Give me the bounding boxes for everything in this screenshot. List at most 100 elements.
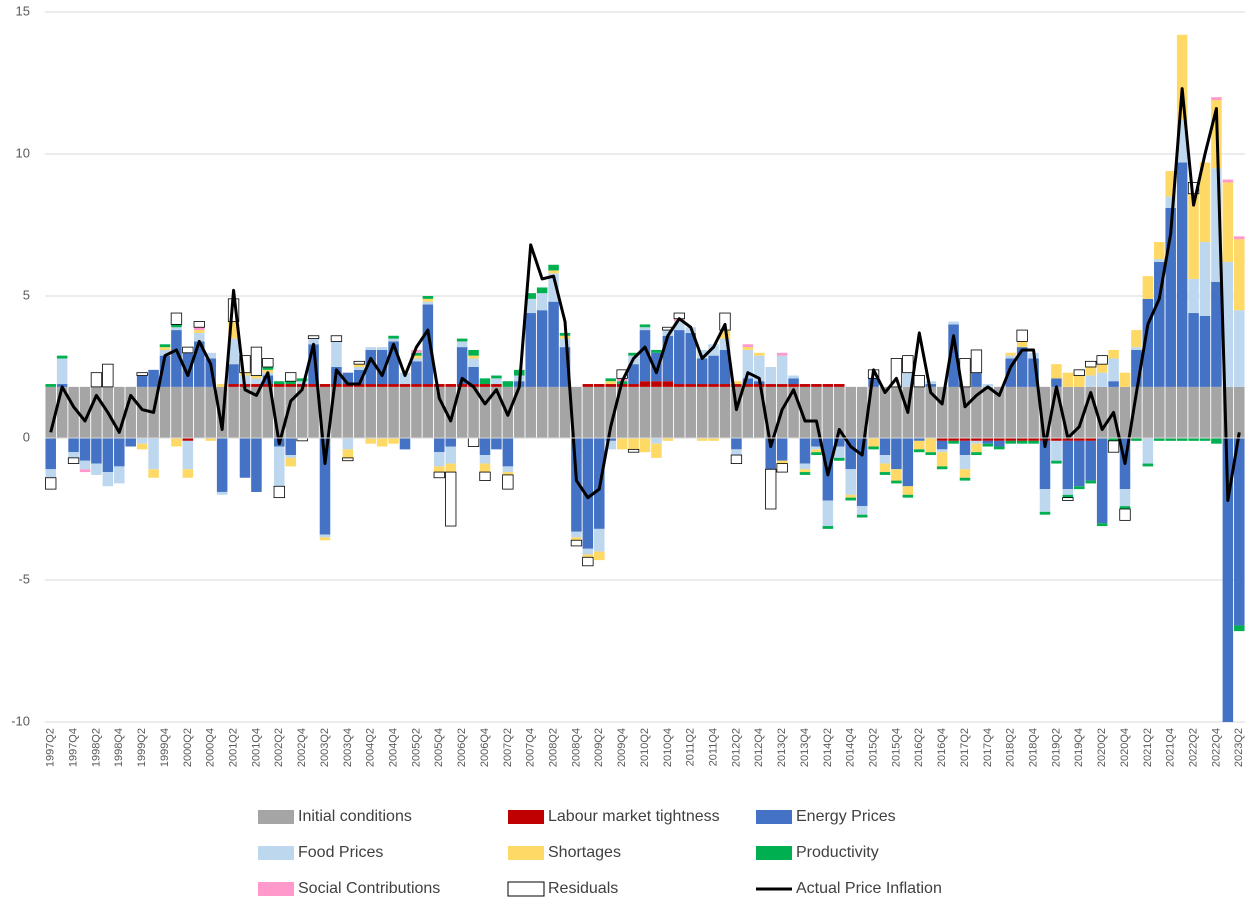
bar-segment	[182, 469, 194, 478]
bar-segment	[1188, 386, 1199, 438]
bar-segment	[422, 386, 434, 438]
x-tick-label: 2003Q2	[319, 728, 331, 767]
bar-segment	[959, 455, 971, 470]
bar-segment	[296, 381, 308, 385]
bar-segment	[399, 386, 411, 438]
bar-segment	[1028, 386, 1039, 438]
legend-item: Food Prices	[258, 844, 383, 861]
bar-segment	[696, 438, 708, 441]
bar-segment	[228, 386, 239, 438]
bar-segment	[1085, 386, 1096, 438]
bar-segment	[102, 438, 114, 473]
bar-segment	[468, 386, 479, 438]
x-tick-label: 2007Q4	[525, 728, 537, 767]
bar-segment	[685, 384, 696, 387]
bar-segment	[274, 386, 285, 438]
legend-item: Actual Price Inflation	[756, 880, 942, 897]
bar-segment	[845, 497, 856, 501]
bar-segment	[1074, 386, 1085, 438]
bar-segment	[171, 438, 182, 447]
legend-item: Residuals	[507, 880, 618, 897]
bar-segment	[251, 438, 262, 492]
bar-segment	[228, 321, 239, 339]
bar-segment	[719, 386, 731, 438]
bar-segment	[914, 440, 925, 450]
bar-segment	[68, 438, 79, 453]
bar-segment	[948, 321, 959, 325]
bar-segment	[1142, 463, 1154, 467]
x-tick-label: 2021Q4	[1165, 728, 1177, 767]
bar-segment	[605, 438, 616, 441]
bar-segment	[148, 438, 159, 470]
bar-segment	[536, 386, 548, 438]
bar-segment	[502, 472, 514, 475]
x-tick-label: 2016Q4	[936, 728, 948, 767]
bar-segment	[1028, 438, 1039, 441]
bar-segment	[331, 386, 342, 438]
bar-segment	[582, 548, 594, 555]
bar-segment	[228, 384, 239, 387]
x-tick-label: 2015Q4	[890, 728, 902, 767]
bar-segment	[159, 386, 171, 438]
bar-segment	[1154, 242, 1165, 260]
bar-segment	[91, 438, 102, 464]
bar-segment	[1016, 438, 1028, 441]
bar-segment	[1165, 207, 1176, 387]
bar-segment	[936, 452, 948, 467]
bar-segment	[970, 349, 983, 374]
y-tick-label: -10	[11, 713, 30, 728]
bar-segment	[662, 330, 674, 336]
x-tick-label: 2013Q4	[799, 728, 811, 767]
bar-segment	[445, 463, 456, 473]
bar-segment	[582, 556, 594, 567]
bar-segment	[239, 438, 251, 478]
bar-segment	[354, 386, 365, 438]
bar-segment	[1005, 352, 1016, 356]
bar-segment	[411, 358, 422, 362]
bar-segment	[1176, 34, 1188, 120]
bar-segment	[811, 452, 822, 456]
bar-segment	[696, 386, 708, 438]
bar-segment	[1016, 329, 1028, 342]
bar-segment	[788, 384, 799, 387]
bar-segment	[422, 298, 434, 302]
bar-segment	[811, 446, 822, 450]
bar-segment	[491, 378, 502, 385]
bar-segment	[902, 438, 914, 487]
bar-segment	[685, 332, 696, 385]
bar-segment	[548, 270, 559, 274]
bar-segment	[1119, 489, 1131, 507]
x-tick-label: 2008Q2	[547, 728, 559, 767]
bar-segment	[1062, 440, 1074, 490]
line	[49, 87, 1241, 502]
bar-segment	[1016, 341, 1028, 348]
x-tick-label: 1997Q2	[45, 728, 57, 767]
bar-segment	[719, 338, 731, 350]
bar-segment	[696, 384, 708, 387]
bar-segment	[845, 386, 856, 438]
bar-segment	[1131, 347, 1142, 350]
legend: Initial conditions Labour market tightnes…	[258, 808, 942, 897]
bar-segment	[285, 381, 296, 385]
bar-segment	[388, 341, 399, 385]
bar-segment	[491, 375, 502, 379]
x-tick-label: 2001Q2	[227, 728, 239, 767]
bar-segment	[1085, 440, 1096, 481]
bar-segment	[1074, 486, 1085, 490]
bar-segment	[1096, 523, 1108, 527]
bar-segment	[788, 386, 799, 438]
bar-segment	[502, 438, 514, 467]
x-tick-label: 2010Q2	[639, 728, 651, 767]
bar-segment	[170, 312, 183, 325]
bar-segment	[193, 321, 205, 328]
bar-segment	[1039, 489, 1051, 512]
bar-segment	[91, 386, 102, 438]
bar-segment	[594, 528, 605, 552]
bar-segment	[925, 386, 936, 438]
bar-segment	[479, 438, 491, 456]
bar-segment	[1223, 745, 1234, 751]
bar-segment	[228, 338, 239, 365]
bar-segment	[1142, 438, 1154, 464]
bar-segment	[1074, 375, 1085, 387]
bar-segment	[1211, 281, 1222, 387]
